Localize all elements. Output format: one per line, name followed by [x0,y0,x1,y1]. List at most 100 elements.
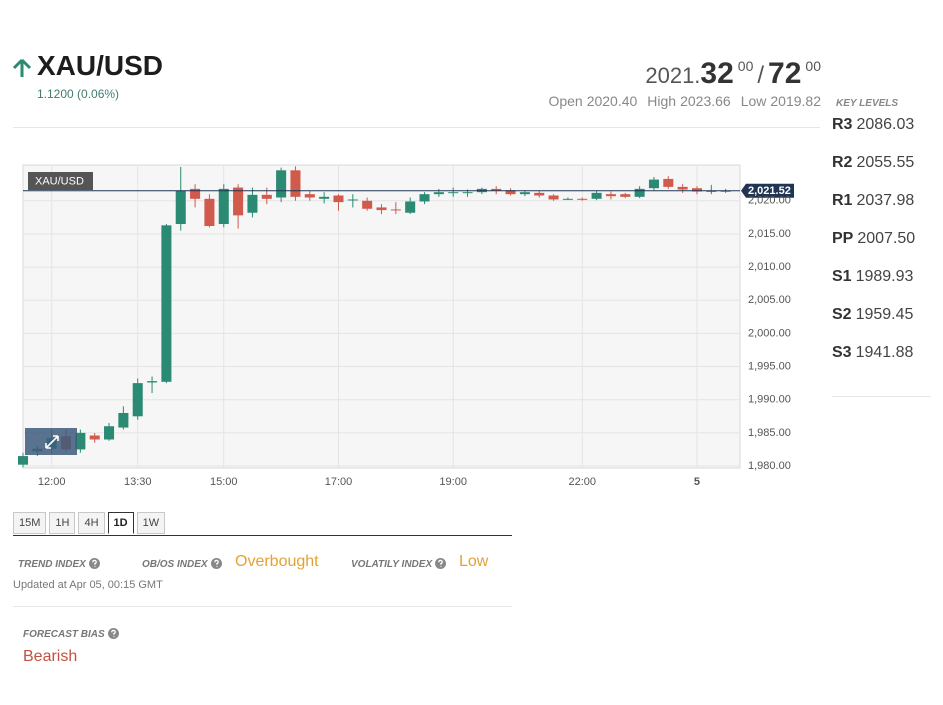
candle-body [577,198,588,200]
timeframe-button[interactable]: 4H [78,512,105,534]
candle-body [663,178,674,187]
divider [13,127,820,128]
candle-body [304,194,315,198]
candle-body [190,188,201,199]
level-value: 2055.55 [856,154,915,171]
candle-body [333,195,344,203]
candle-body [247,194,258,213]
y-tick-label: 2,020.00 [748,195,791,207]
help-icon[interactable] [88,558,100,569]
candle-body [419,194,430,202]
last-price-box [741,183,794,198]
obos-index: OB/OS INDEX [142,558,222,572]
candle-body [448,192,459,194]
timeframe-button[interactable]: 1D [107,512,134,534]
overlay: XAU/USD 2,021.52 [23,172,794,455]
candle-body [75,432,86,450]
help-icon[interactable] [107,628,119,639]
x-tick-label: 19:00 [439,476,467,488]
series-label: XAU/USD [35,175,84,187]
candle-body [491,188,502,191]
plot-area [22,164,741,469]
timeframe-button[interactable]: 1W [136,512,166,534]
candle-body [175,190,186,225]
y-tick-label: 2,005.00 [748,294,791,306]
ask-small: 00 [805,58,821,74]
ask-big: 72 [768,57,802,90]
key-levels-title: KEY LEVELS [836,98,899,109]
timeframe-button[interactable]: 1H [49,512,76,534]
separator: / [757,62,765,89]
level-name: S3 [832,344,852,361]
price: 2021.32 00/72 00 [645,46,821,99]
candle-body [691,188,702,192]
updated: Updated at Apr 05, 00:15 GMT [13,579,163,591]
candle-body [347,199,358,201]
x-tick-label: 17:00 [325,476,353,488]
divider [832,396,931,397]
candle-body [634,188,645,197]
divider [13,606,512,607]
x-tick-label: 5 [694,476,700,488]
bid-big: 32 [700,57,734,90]
candle-body [89,435,100,440]
candle-body [562,198,573,200]
chart: XAU/USD 2,021.52 1,980.00 1,985.00 1,990.00… [17,164,794,488]
expand-icon [45,435,59,449]
level-name: R1 [832,192,853,209]
candle-body [433,192,444,195]
x-tick-label: 15:00 [210,476,238,488]
obos-label: OB/OS INDEX [142,559,208,570]
level-name: S1 [832,268,852,285]
trend-label: TREND INDEX [18,559,86,570]
y-tick-label: 1,990.00 [748,394,791,406]
timeframe-button[interactable]: 15M [13,512,47,534]
volatility-index: VOLATILY INDEX [351,558,447,572]
candle-body [261,194,272,199]
level-value: 2037.98 [856,192,915,209]
high-label: High [647,93,677,109]
forecast-value: Bearish [23,648,78,665]
level-value: 1941.88 [855,344,914,361]
candle-body [147,381,158,383]
level-value: 2086.03 [856,116,915,133]
timeframe-buttons: 15M 1H 4H 1D 1W [13,512,166,534]
level-value: 1989.93 [855,268,914,285]
level-name: R3 [832,116,853,133]
level-name: S2 [832,306,852,323]
key-level: S2 1959.45 [832,306,913,324]
level-value: 2007.50 [857,230,916,247]
candle-body [132,383,143,417]
candle-body [204,198,215,226]
candle-body [519,192,530,195]
candle-body [362,200,373,209]
key-level: R3 2086.03 [832,116,914,134]
candle-body [534,192,545,196]
bid-prefix: 2021. [645,63,701,88]
y-tick-label: 2,010.00 [748,261,791,273]
candle-body [290,170,301,197]
y-tick-label: 1,980.00 [748,460,791,472]
candle-body [161,225,172,382]
key-level: R1 2037.98 [832,192,914,210]
candle-body [706,190,717,192]
help-icon[interactable] [435,558,447,569]
level-name: PP [832,230,854,247]
candle-body [620,194,631,197]
open: 2020.40 [586,93,638,109]
candle-body [118,412,129,428]
y-tick-label: 1,995.00 [748,360,791,372]
y-tick-label: 2,015.00 [748,228,791,240]
candle-body [233,187,244,216]
key-level: S1 1989.93 [832,268,913,286]
y-tick-label: 1,985.00 [748,427,791,439]
ohl: Open 2020.40 High 2023.66 Low 2019.82 [548,92,821,110]
x-tick-label: 12:00 [38,476,66,488]
candle-body [405,201,416,213]
trend-index: TREND INDEX [18,558,100,572]
expand-button [25,428,77,455]
high: 2023.66 [680,93,731,109]
help-icon[interactable] [210,558,222,569]
level-value: 1959.45 [855,306,914,323]
